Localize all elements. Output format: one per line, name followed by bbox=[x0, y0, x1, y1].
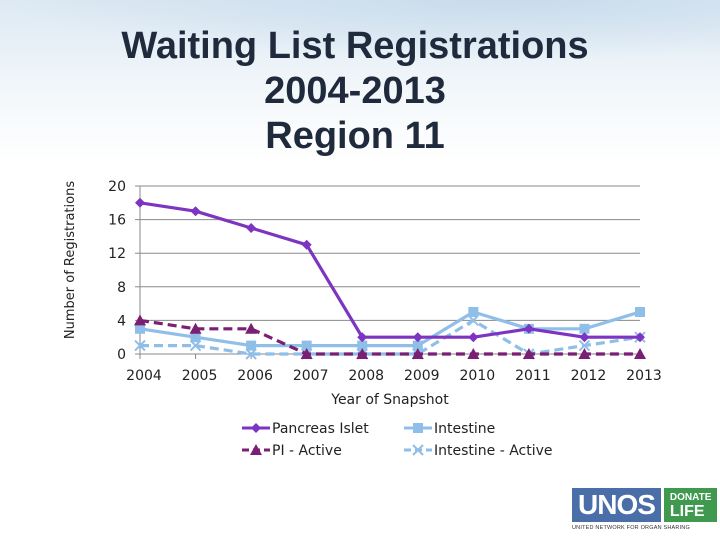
y-tick-label: 0 bbox=[117, 347, 126, 363]
series-line-intestine-active bbox=[140, 318, 641, 356]
logo-tagline: UNITED NETWORK FOR ORGAN SHARING bbox=[572, 525, 690, 531]
data-point-pancreas-islet bbox=[579, 332, 590, 343]
data-point-intestine-active bbox=[189, 339, 202, 352]
data-point-pi-active bbox=[467, 348, 480, 359]
data-point-pi-active bbox=[189, 322, 202, 334]
x-tick-label: 2011 bbox=[515, 368, 551, 384]
data-point-intestine-active bbox=[578, 339, 591, 352]
legend-marker-intestine-active bbox=[412, 444, 424, 456]
y-tick-label: 4 bbox=[117, 313, 126, 329]
x-tick-label: 2006 bbox=[237, 368, 273, 384]
data-point-pancreas-islet bbox=[523, 323, 534, 334]
legend-label-intestine: Intestine bbox=[434, 421, 495, 437]
x-tick-label: 2008 bbox=[348, 368, 384, 384]
data-point-pi-active bbox=[634, 348, 646, 359]
x-tick-label: 2010 bbox=[460, 368, 496, 384]
data-point-intestine bbox=[468, 307, 479, 317]
legend-label-intestine-active: Intestine - Active bbox=[434, 443, 553, 459]
x-tick-label: 2009 bbox=[404, 368, 440, 384]
data-point-pancreas-islet bbox=[468, 332, 479, 343]
data-point-pi-active bbox=[356, 348, 369, 359]
data-point-intestine bbox=[135, 323, 145, 334]
data-point-intestine bbox=[301, 340, 312, 351]
data-point-intestine-active bbox=[245, 348, 257, 360]
x-tick-label: 2004 bbox=[126, 368, 162, 384]
data-point-intestine bbox=[579, 323, 590, 334]
data-point-intestine bbox=[190, 332, 201, 343]
data-point-pi-active bbox=[134, 314, 146, 326]
legend-marker-intestine bbox=[413, 423, 423, 433]
x-tick-label: 2005 bbox=[182, 368, 218, 384]
data-point-pancreas-islet bbox=[301, 239, 312, 250]
chart-title: Waiting List Registrations 2004-2013 Reg… bbox=[110, 24, 600, 159]
data-point-pi-active bbox=[300, 348, 313, 359]
data-point-pi-active bbox=[245, 322, 258, 334]
x-tick-label: 2007 bbox=[293, 368, 329, 384]
series-line-intestine bbox=[139, 310, 641, 348]
y-tick-label: 20 bbox=[108, 179, 126, 195]
data-point-intestine-active bbox=[134, 339, 146, 352]
data-point-intestine-active bbox=[467, 314, 480, 327]
legend-label-pi-active: PI - Active bbox=[272, 443, 342, 459]
data-point-pancreas-islet bbox=[412, 332, 423, 343]
logo-donate-life: DONATE LIFE bbox=[663, 488, 718, 522]
slide-header-glow bbox=[0, 0, 720, 60]
legend-marker-pancreas-islet bbox=[251, 423, 261, 433]
series-line-pi-active bbox=[139, 318, 640, 356]
title-line-3: Region 11 bbox=[265, 115, 445, 157]
data-point-pancreas-islet bbox=[135, 197, 145, 208]
title-line-2: 2004-2013 bbox=[264, 70, 446, 112]
legend-label-pancreas-islet: Pancreas Islet bbox=[272, 421, 369, 437]
data-point-intestine bbox=[635, 307, 645, 317]
x-tick-label: 2013 bbox=[626, 368, 662, 384]
logo-unos-text: UNOS bbox=[572, 488, 661, 522]
x-axis-title: Year of Snapshot bbox=[330, 392, 449, 408]
unos-logo: UNOS DONATE LIFE UNITED NETWORK FOR ORGA… bbox=[572, 488, 720, 534]
series-line-pancreas-islet bbox=[139, 201, 640, 339]
logo-donate-text: DONATE bbox=[669, 491, 712, 503]
data-point-intestine bbox=[357, 340, 368, 351]
legend-marker-pi-active bbox=[250, 444, 262, 455]
y-tick-label: 16 bbox=[108, 213, 126, 229]
data-point-intestine bbox=[246, 340, 257, 351]
data-point-pi-active bbox=[411, 348, 424, 359]
title-line-1: Waiting List Registrations bbox=[121, 25, 589, 67]
y-tick-label: 12 bbox=[108, 246, 126, 262]
x-tick-label: 2012 bbox=[571, 368, 607, 384]
data-point-pi-active bbox=[522, 348, 535, 359]
data-point-pancreas-islet bbox=[635, 332, 645, 343]
logo-life-text: LIFE bbox=[669, 502, 705, 520]
data-point-pi-active bbox=[578, 348, 591, 359]
y-tick-label: 8 bbox=[117, 280, 126, 296]
data-point-pancreas-islet bbox=[246, 223, 257, 233]
data-point-pancreas-islet bbox=[357, 332, 368, 343]
y-axis-title: Number of Registrations bbox=[63, 181, 78, 339]
data-point-pancreas-islet bbox=[190, 206, 201, 217]
data-point-intestine bbox=[412, 340, 423, 351]
